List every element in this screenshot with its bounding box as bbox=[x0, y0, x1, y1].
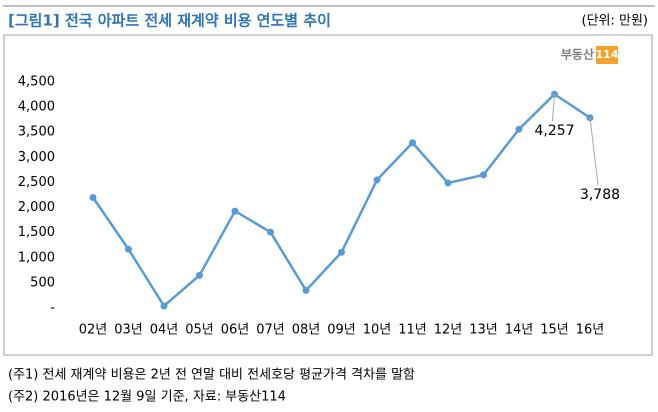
x-tick-label: 12년 bbox=[434, 323, 463, 338]
y-tick-label: 1,500 bbox=[18, 225, 55, 240]
unit-label: (단위: 만원) bbox=[582, 14, 649, 29]
x-tick-label: 13년 bbox=[469, 323, 498, 338]
point bbox=[338, 248, 345, 256]
logo-text: 부동산 bbox=[561, 47, 594, 62]
line bbox=[91, 92, 591, 308]
x-tick-label: 09년 bbox=[327, 323, 356, 338]
point bbox=[267, 228, 274, 236]
logo-box bbox=[596, 46, 618, 64]
y-tick-label: 3,500 bbox=[18, 125, 55, 140]
point bbox=[160, 302, 168, 310]
x-tick-label: 05년 bbox=[185, 323, 214, 338]
x-tick-label: 02년 bbox=[79, 323, 108, 338]
x-tick-label: 03년 bbox=[114, 323, 143, 338]
x-tick-label: 11년 bbox=[398, 323, 427, 338]
point bbox=[515, 125, 523, 133]
value-label: 4,257 bbox=[534, 123, 574, 139]
x-tick-label: 08년 bbox=[292, 323, 321, 338]
y-tick-label: 4,000 bbox=[18, 100, 55, 115]
point bbox=[373, 176, 381, 184]
chart-title: [그림1] 전국 아파트 전세 재계약 비용 연도별 추이 bbox=[8, 12, 331, 30]
x-tick-label: 07년 bbox=[256, 323, 285, 338]
note: (주2) 2016년은 12월 9일 기준, 자료: 부동산114 bbox=[8, 390, 286, 405]
value-label: 3,788 bbox=[580, 187, 620, 203]
x-tick-label: 06년 bbox=[221, 323, 250, 338]
y-tick-label: 2,000 bbox=[18, 200, 55, 215]
y-tick-label: 1,000 bbox=[18, 250, 55, 265]
x-tick-label: 16년 bbox=[576, 323, 605, 338]
x-tick-label: 10년 bbox=[363, 323, 392, 338]
point bbox=[444, 179, 452, 187]
point bbox=[302, 286, 310, 294]
point bbox=[196, 271, 203, 279]
point bbox=[409, 139, 416, 147]
x-tick-label: 04년 bbox=[150, 323, 179, 338]
point bbox=[480, 171, 487, 179]
y-tick-label: 3,000 bbox=[18, 150, 55, 165]
leader-line bbox=[552, 94, 555, 122]
y-tick-label: 2,500 bbox=[18, 175, 55, 190]
x-tick-label: 15년 bbox=[540, 323, 569, 338]
note: (주1) 전세 재계약 비용은 2년 전 연말 대비 전세호당 평균가격 격차를… bbox=[8, 368, 415, 383]
y-tick-label: 500 bbox=[30, 275, 55, 290]
y-tick-label: 4,500 bbox=[18, 75, 55, 90]
chart-frame bbox=[3, 34, 653, 356]
point bbox=[231, 207, 239, 215]
leader-line bbox=[589, 117, 599, 185]
y-tick-label: - bbox=[50, 301, 55, 316]
point bbox=[89, 194, 97, 202]
x-tick-label: 14년 bbox=[505, 323, 534, 338]
logo-number: 114 bbox=[596, 48, 619, 61]
point bbox=[125, 245, 132, 253]
